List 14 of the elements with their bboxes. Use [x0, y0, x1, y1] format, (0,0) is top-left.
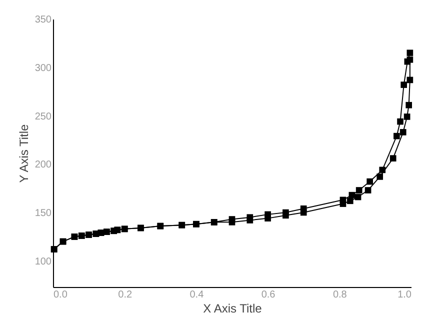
x-tick-label: 0.2: [118, 290, 132, 300]
x-tick-label: 0.4: [190, 290, 204, 300]
y-tick-label: 300: [34, 62, 52, 74]
x-axis-title: X Axis Title: [203, 302, 262, 316]
y-tick-label: 350: [34, 14, 52, 26]
y-axis-title: Y Axis Title: [16, 124, 31, 183]
x-tick-label: 0.8: [332, 290, 348, 300]
y-tick-label: 100: [34, 256, 52, 268]
y-tick-label: 250: [34, 111, 52, 122]
x-tick-label: 0.6: [261, 290, 276, 300]
x-tick-label: 1.0: [398, 290, 412, 300]
y-tick-label: 200: [34, 160, 52, 171]
x-tick-label: 0.0: [54, 290, 68, 300]
y-tick-label: 150: [34, 208, 52, 219]
